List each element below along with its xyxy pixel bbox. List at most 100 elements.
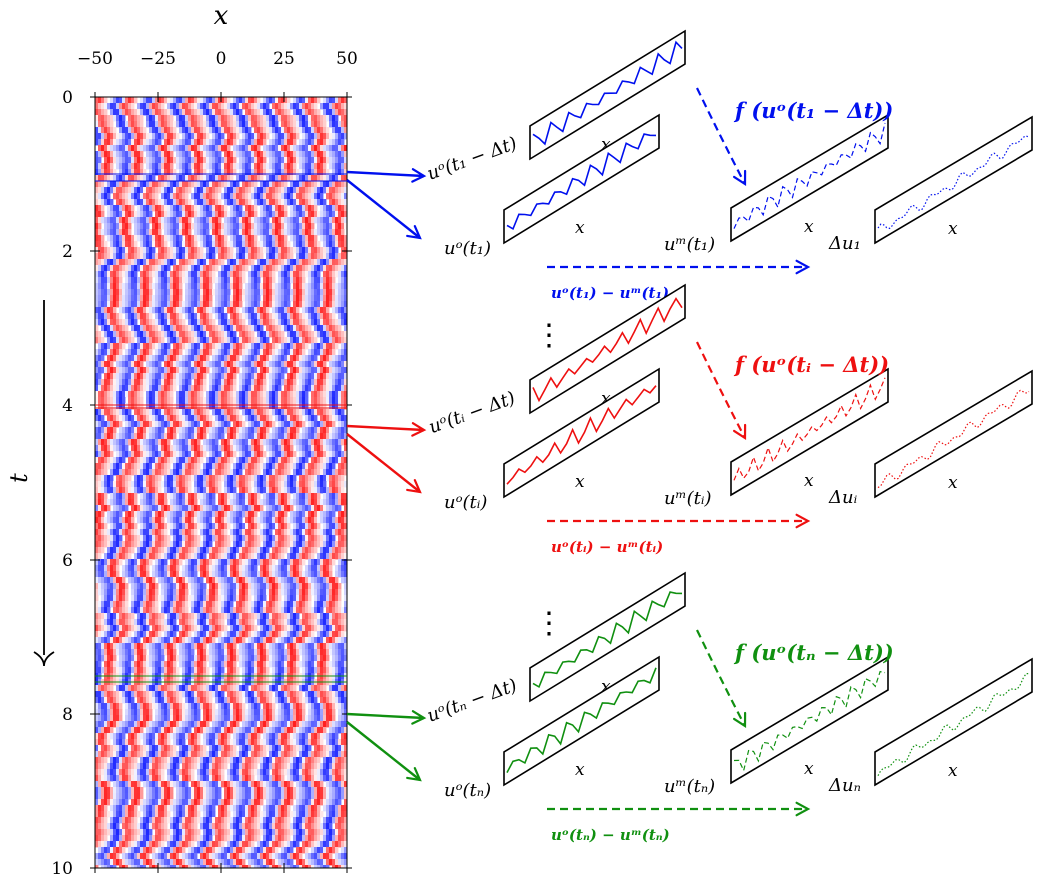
heatmap-cell	[218, 187, 222, 194]
heatmap-cell	[248, 193, 252, 200]
heatmap-cell	[254, 109, 258, 116]
heatmap-cell	[197, 469, 201, 476]
heatmap-cell	[305, 367, 309, 374]
heatmap-cell	[149, 361, 153, 368]
heatmap-cell	[296, 373, 300, 380]
heatmap-cell	[326, 289, 330, 296]
heatmap-cell	[269, 361, 273, 368]
heatmap-cell	[164, 331, 168, 338]
heatmap-cell	[335, 103, 339, 110]
heatmap-cell	[260, 115, 264, 122]
heatmap-cell	[329, 391, 333, 398]
heatmap-cell	[272, 277, 276, 284]
heatmap-field	[95, 97, 347, 868]
heatmap-cell	[161, 325, 165, 332]
heatmap-cell	[107, 367, 111, 374]
heatmap-cell	[191, 247, 195, 254]
heatmap-cell	[269, 403, 273, 410]
heatmap-cell	[191, 259, 195, 266]
heatmap-cell	[326, 115, 330, 122]
heatmap-cell	[191, 175, 195, 182]
heatmap-cell	[107, 169, 111, 176]
heatmap-cell	[299, 175, 303, 182]
heatmap-cell	[290, 403, 294, 410]
heatmap-cell	[110, 157, 114, 164]
heatmap-cell	[269, 157, 273, 164]
heatmap-cell	[320, 217, 324, 224]
heatmap-cell	[323, 163, 327, 170]
heatmap-cell	[155, 469, 159, 476]
heatmap-cell	[173, 433, 177, 440]
heatmap-cell	[116, 97, 120, 104]
heatmap-cell	[119, 217, 123, 224]
heatmap-cell	[95, 379, 99, 386]
heatmap-cell	[326, 421, 330, 428]
heatmap-cell	[260, 259, 264, 266]
heatmap-cell	[107, 163, 111, 170]
heatmap-cell	[326, 157, 330, 164]
heatmap-cell	[335, 133, 339, 140]
heatmap-cell	[263, 313, 267, 320]
heatmap-cell	[209, 235, 213, 242]
heatmap-cell	[203, 157, 207, 164]
heatmap-cell	[128, 427, 132, 434]
heatmap-cell	[242, 349, 246, 356]
heatmap-cell	[116, 409, 120, 416]
heatmap-cell	[305, 415, 309, 422]
heatmap-cell	[107, 415, 111, 422]
heatmap-cell	[329, 301, 333, 308]
heatmap-cell	[245, 175, 249, 182]
heatmap-cell	[293, 109, 297, 116]
heatmap-cell	[287, 223, 291, 230]
heatmap-cell	[293, 301, 297, 308]
heatmap-cell	[191, 127, 195, 134]
heatmap-cell	[287, 451, 291, 458]
heatmap-cell	[182, 433, 186, 440]
heatmap-cell	[260, 421, 264, 428]
heatmap-cell	[260, 157, 264, 164]
heatmap-cell	[158, 469, 162, 476]
heatmap-cell	[119, 403, 123, 410]
heatmap-cell	[308, 157, 312, 164]
heatmap-cell	[167, 151, 171, 158]
heatmap-cell	[260, 445, 264, 452]
heatmap-cell	[257, 163, 261, 170]
heatmap-cell	[344, 433, 347, 440]
heatmap-cell	[224, 427, 228, 434]
heatmap-cell	[326, 415, 330, 422]
heatmap-cell	[236, 121, 240, 128]
heatmap-cell	[128, 343, 132, 350]
heatmap-cell	[161, 145, 165, 152]
heatmap-cell	[191, 235, 195, 242]
heatmap-cell	[143, 409, 147, 416]
heatmap-cell	[107, 229, 111, 236]
heatmap-cell	[104, 271, 108, 278]
heatmap-cell	[140, 199, 144, 206]
heatmap-cell	[152, 187, 156, 194]
heatmap-cell	[98, 151, 102, 158]
heatmap-cell	[263, 361, 267, 368]
heatmap-cell	[194, 325, 198, 332]
heatmap-cell	[311, 403, 315, 410]
heatmap-cell	[95, 211, 99, 218]
heatmap-cell	[134, 355, 138, 362]
heatmap-cell	[326, 325, 330, 332]
heatmap-cell	[293, 157, 297, 164]
heatmap-cell	[155, 217, 159, 224]
heatmap-cell	[344, 415, 347, 422]
heatmap-cell	[338, 175, 342, 182]
heatmap-cell	[128, 277, 132, 284]
heatmap-cell	[113, 109, 117, 116]
heatmap-cell	[179, 103, 183, 110]
heatmap-cell	[326, 241, 330, 248]
heatmap-cell	[305, 433, 309, 440]
heatmap-cell	[107, 259, 111, 266]
heatmap-cell	[260, 409, 264, 416]
heatmap-cell	[299, 325, 303, 332]
heatmap-cell	[230, 181, 234, 188]
heatmap-cell	[296, 361, 300, 368]
heatmap-cell	[296, 271, 300, 278]
heatmap-cell	[302, 337, 306, 344]
heatmap-cell	[206, 277, 210, 284]
heatmap-cell	[125, 259, 129, 266]
